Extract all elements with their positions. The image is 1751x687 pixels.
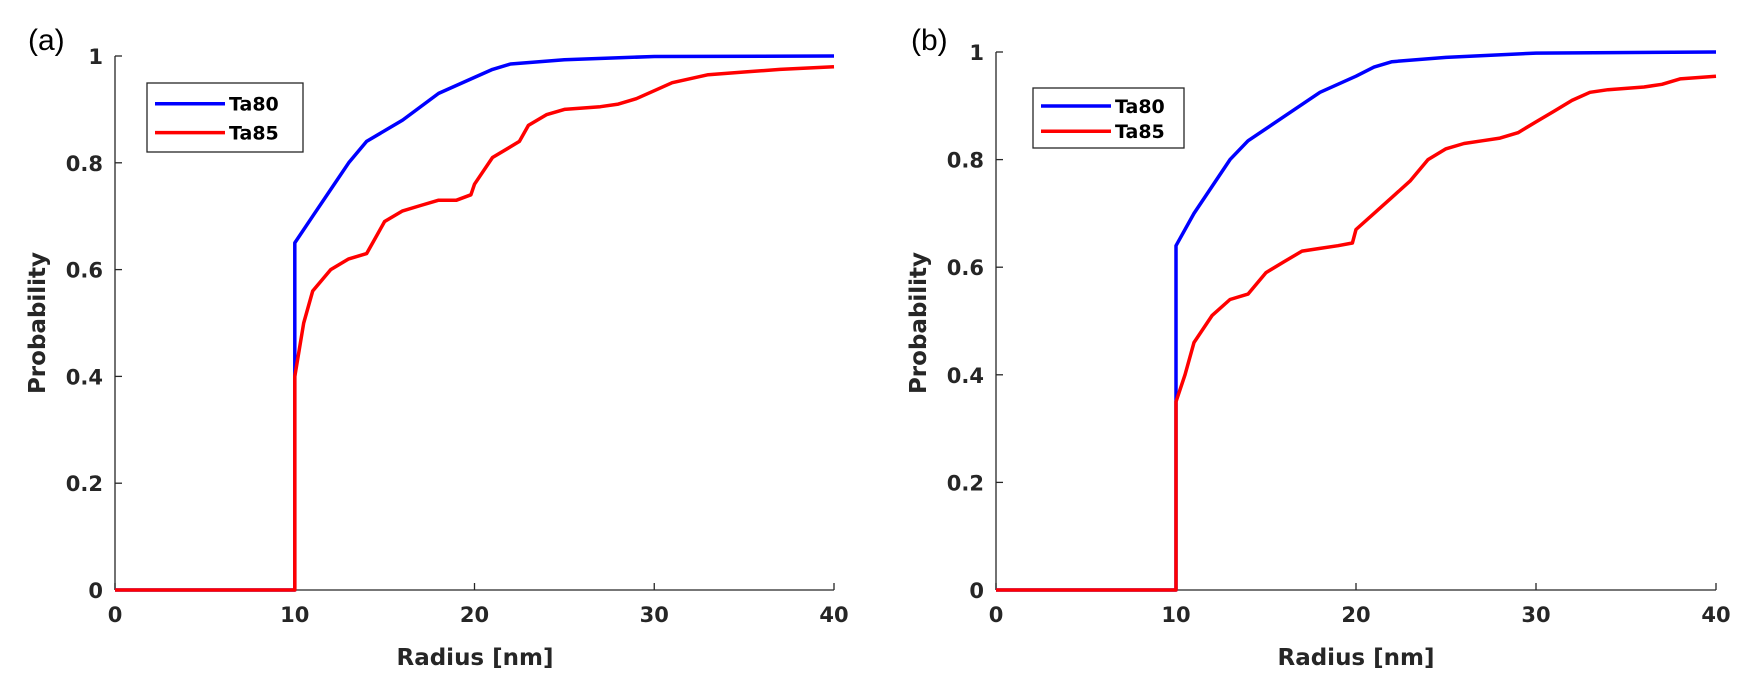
legend-b: Ta80 Ta85 bbox=[1032, 87, 1185, 149]
series-line-ta80 bbox=[996, 50, 1717, 592]
legend-a: Ta80 Ta85 bbox=[146, 82, 304, 153]
legend-label: Ta85 bbox=[1115, 121, 1165, 143]
y-tick-label: 0.4 bbox=[66, 365, 103, 389]
y-tick-label: 0 bbox=[969, 579, 984, 603]
y-tick-label: 0.2 bbox=[947, 471, 984, 495]
legend-box bbox=[1032, 87, 1185, 149]
x-tick-label: 10 bbox=[1161, 603, 1190, 627]
x-axis-label-b: Radius [nm] bbox=[1277, 645, 1434, 671]
x-tick-label: 30 bbox=[640, 603, 669, 627]
y-tick-label: 1 bbox=[969, 41, 984, 65]
x-tick-label: 10 bbox=[280, 603, 309, 627]
x-tick-label: 20 bbox=[460, 603, 489, 627]
y-tick-label: 0.2 bbox=[66, 472, 103, 496]
y-tick-label: 0.6 bbox=[66, 259, 103, 283]
y-tick-label: 0.8 bbox=[947, 149, 984, 173]
panel-b: (b) Radius [nm] Probability 0 10 20 30 40 0 0.… bbox=[906, 24, 1731, 671]
x-tick-label: 40 bbox=[1701, 603, 1730, 627]
y-axis-label-b: Probability bbox=[906, 252, 932, 394]
legend-label: Ta85 bbox=[229, 123, 279, 145]
y-tick-label: 0.4 bbox=[947, 364, 984, 388]
series-line-ta85 bbox=[996, 74, 1717, 592]
panel-a: (a) Radius [nm] Probability 0 10 20 30 40 0 0.… bbox=[25, 24, 849, 671]
series-line-ta85 bbox=[115, 64, 835, 592]
x-tick-label: 20 bbox=[1341, 603, 1370, 627]
y-tick-label: 1 bbox=[88, 45, 103, 69]
x-tick-label: 0 bbox=[108, 603, 123, 627]
y-axis-label-a: Probability bbox=[25, 252, 51, 394]
x-axis-label-a: Radius [nm] bbox=[396, 645, 553, 671]
y-tick-label: 0 bbox=[88, 579, 103, 603]
x-tick-label: 30 bbox=[1521, 603, 1550, 627]
legend-label: Ta80 bbox=[1115, 96, 1165, 118]
x-tick-label: 0 bbox=[989, 603, 1004, 627]
series-line-ta80 bbox=[115, 54, 835, 592]
legend-label: Ta80 bbox=[229, 94, 279, 116]
y-tick-label: 0.8 bbox=[66, 152, 103, 176]
y-tick-label: 0.6 bbox=[947, 256, 984, 280]
x-tick-label: 40 bbox=[819, 603, 848, 627]
panel-label-a: (a) bbox=[28, 24, 65, 57]
panel-label-b: (b) bbox=[911, 24, 948, 57]
legend-box bbox=[146, 82, 304, 153]
